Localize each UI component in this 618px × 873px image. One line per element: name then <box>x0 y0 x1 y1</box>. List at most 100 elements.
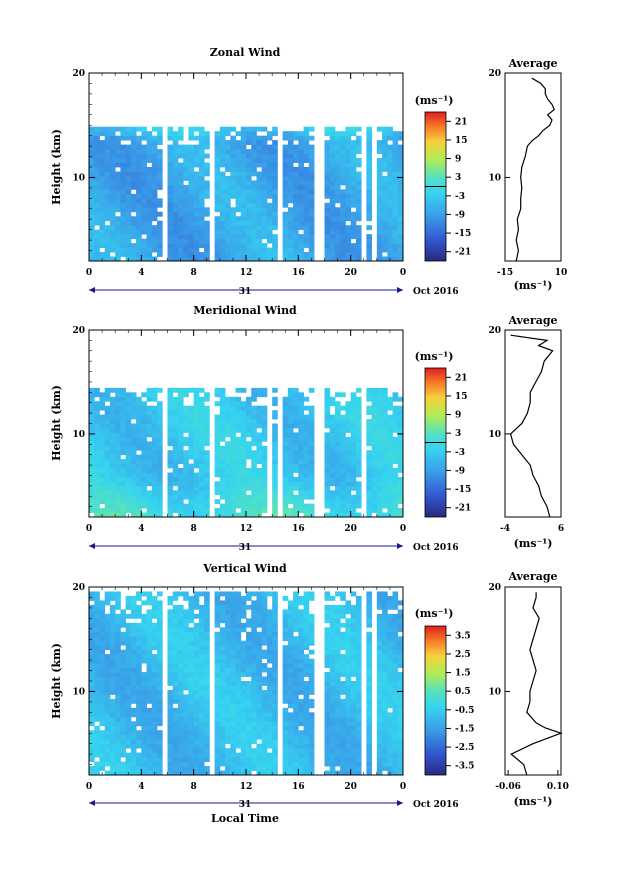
vertical-heatmap-cell <box>89 721 95 727</box>
vertical-heatmap-cell <box>235 770 242 776</box>
zonal-heatmap-cell <box>146 193 153 199</box>
zonal-heatmap-cell <box>167 144 174 150</box>
meridional-heatmap-cell <box>261 494 268 500</box>
meridional-heatmap-cell <box>104 392 111 398</box>
vertical-heatmap-cell <box>334 689 341 695</box>
zonal-heatmap-cell <box>282 167 289 172</box>
vertical-heatmap-cell <box>219 609 226 615</box>
vertical-heatmap-cell <box>193 743 200 749</box>
meridional-heatmap-cell <box>99 450 106 456</box>
vertical-heatmap-cell <box>235 698 242 704</box>
meridional-heatmap-cell <box>167 485 174 491</box>
meridional-heatmap-cell <box>141 401 147 407</box>
meridional-heatmap-cell <box>282 423 289 429</box>
vertical-heatmap-cell <box>345 694 352 700</box>
vertical-heatmap-cell <box>266 730 273 736</box>
zonal-heatmap-cell <box>89 149 95 154</box>
vertical-heatmap-cell <box>350 739 357 745</box>
vertical-heatmap-cell <box>130 654 137 660</box>
zonal-heatmap-cell <box>246 175 252 181</box>
meridional-heatmap-cell <box>125 508 132 513</box>
zonal-heatmap-cell <box>120 198 127 204</box>
vertical-heatmap-cell <box>334 739 341 745</box>
vertical-heatmap-cell <box>146 734 153 740</box>
zonal-heatmap-cell <box>340 162 346 168</box>
meridional-heatmap-cell <box>172 427 179 433</box>
vertical-heatmap-cell <box>240 685 247 691</box>
zonal-heatmap-cell <box>376 158 383 163</box>
meridional-heatmap-cell <box>141 485 147 491</box>
vertical-heatmap-cell <box>308 689 315 695</box>
meridional-heatmap-cell <box>151 508 158 513</box>
vertical-heatmap-cell <box>193 716 200 722</box>
vertical-heatmap-cell <box>251 748 257 754</box>
vertical-heatmap-cell <box>287 604 294 610</box>
zonal-heatmap-cell <box>235 207 242 213</box>
vertical-heatmap-cell <box>293 703 299 709</box>
meridional-heatmap-cell <box>219 490 226 496</box>
meridional-heatmap-cell <box>329 463 336 469</box>
meridional-heatmap-cell <box>387 436 393 442</box>
vertical-heatmap-cell <box>240 640 247 646</box>
vertical-heatmap-cell <box>151 658 158 664</box>
meridional-heatmap-cell <box>350 432 357 438</box>
zonal-profile-title: Average <box>507 57 557 70</box>
zonal-heatmap-cell <box>376 229 383 235</box>
meridional-heatmap-cell <box>99 494 106 500</box>
zonal-heatmap-cell <box>355 162 362 168</box>
zonal-heatmap-cell <box>188 126 195 132</box>
vertical-heatmap-cell <box>125 689 132 695</box>
zonal-heatmap-cell <box>282 216 289 222</box>
vertical-heatmap-cell <box>266 694 273 700</box>
zonal-heatmap-cell <box>340 158 346 163</box>
meridional-heatmap-cell <box>287 450 294 456</box>
vertical-heatmap-cell <box>329 685 336 691</box>
zonal-heatmap-cell <box>214 153 221 159</box>
meridional-heatmap-cell <box>204 472 210 478</box>
vertical-heatmap-cell <box>99 748 106 754</box>
vertical-heatmap-cell <box>298 743 304 749</box>
vertical-heatmap-cell <box>240 770 247 776</box>
vertical-heatmap-cell <box>235 694 242 700</box>
vertical-heatmap-cell <box>204 681 210 686</box>
zonal-heatmap-cell <box>214 140 221 146</box>
vertical-heatmap-cell <box>198 613 205 619</box>
meridional-heatmap-cell <box>89 490 95 496</box>
vertical-heatmap-cell <box>324 748 331 754</box>
vertical-heatmap-cell <box>235 609 242 615</box>
meridional-heatmap-cell <box>183 414 189 420</box>
vertical-heatmap-cell <box>272 766 278 771</box>
vertical-heatmap <box>89 591 404 776</box>
meridional-heatmap-cell <box>167 512 174 518</box>
meridional-profile-x-tick-label: -4 <box>500 524 510 534</box>
vertical-heatmap-cell <box>141 721 147 727</box>
vertical-heatmap-cell <box>172 622 179 628</box>
zonal-heatmap-cell <box>99 162 106 168</box>
zonal-heatmap-cell <box>125 189 132 195</box>
meridional-heatmap-cell <box>125 401 132 407</box>
zonal-heatmap-cell <box>130 234 137 240</box>
zonal-heatmap-cell <box>282 198 289 204</box>
vertical-heatmap-cell <box>109 645 116 651</box>
vertical-heatmap-cell <box>308 663 315 668</box>
vertical-heatmap-cell <box>120 716 127 722</box>
meridional-heatmap-cell <box>392 481 399 487</box>
meridional-heatmap-cell <box>256 499 263 505</box>
vertical-heatmap-cell <box>214 757 221 762</box>
zonal-heatmap-cell <box>240 207 247 213</box>
meridional-heatmap-cell <box>99 392 106 398</box>
meridional-heatmap-cell <box>214 490 221 496</box>
vertical-heatmap-cell <box>198 667 205 673</box>
zonal-heatmap-cell <box>350 144 357 150</box>
zonal-heatmap-cell <box>99 216 106 222</box>
zonal-heatmap-cell <box>183 193 189 199</box>
zonal-heatmap-cell <box>293 243 299 248</box>
zonal-heatmap-cell <box>183 162 189 168</box>
vertical-heatmap-cell <box>230 694 236 700</box>
vertical-heatmap-cell <box>261 757 268 762</box>
meridional-heatmap-cell <box>345 494 352 500</box>
zonal-heatmap-cell <box>345 234 352 240</box>
zonal-heatmap-cell <box>146 225 153 231</box>
vertical-heatmap-cell <box>183 622 189 628</box>
meridional-heatmap-cell <box>355 410 362 415</box>
